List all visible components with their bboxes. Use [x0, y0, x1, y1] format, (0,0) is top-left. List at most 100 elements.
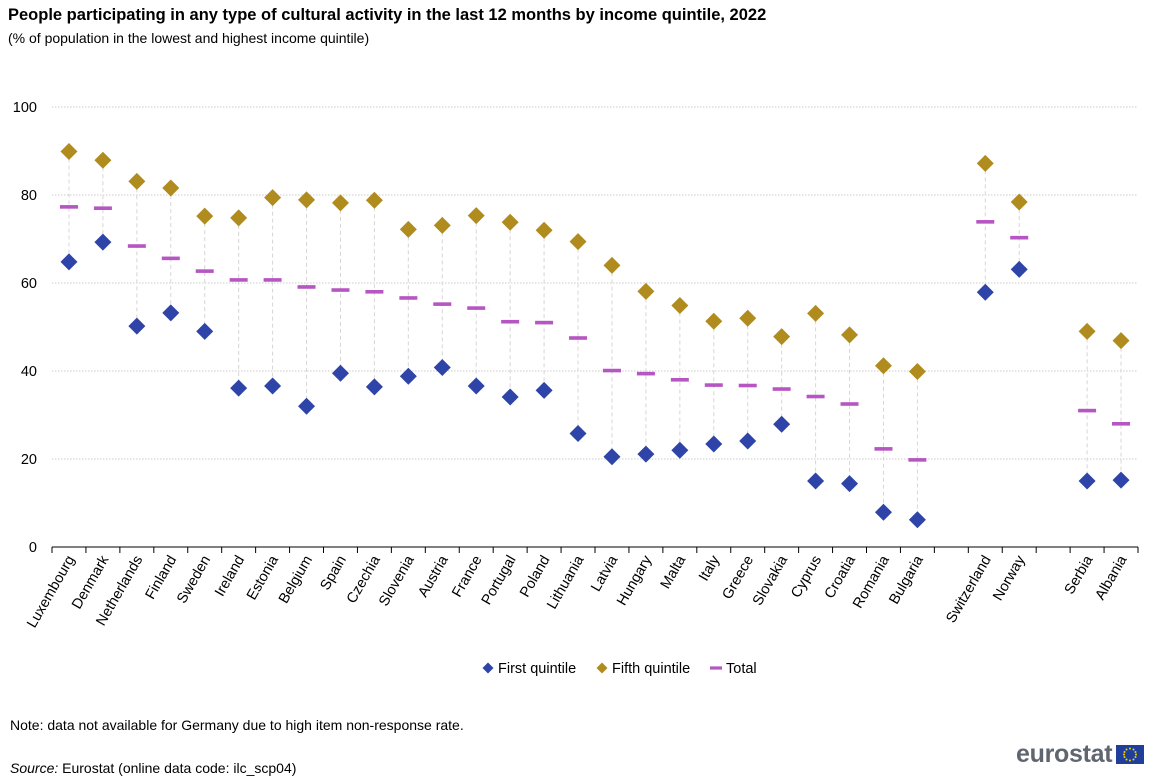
- y-tick-label: 40: [21, 364, 37, 380]
- legend-label: Total: [726, 661, 757, 677]
- first-quintile-point: [807, 472, 825, 490]
- first-quintile-point: [976, 283, 994, 301]
- x-tick-label: Cyprus: [788, 553, 825, 601]
- legend-marker: [482, 662, 494, 674]
- source-label: Source:: [10, 760, 59, 776]
- fifth-quintile-point: [976, 154, 994, 172]
- first-quintile-point: [467, 377, 485, 395]
- y-tick-label: 80: [21, 188, 37, 204]
- fifth-quintile-point: [637, 282, 655, 300]
- total-marker: [501, 319, 520, 324]
- first-quintile-point: [603, 448, 621, 466]
- x-tick-label: Albania: [1092, 552, 1131, 603]
- total-marker: [1010, 235, 1029, 240]
- first-quintile-point: [162, 304, 180, 322]
- x-tick-label: Norway: [990, 552, 1029, 603]
- x-tick-label: Spain: [318, 553, 350, 593]
- fifth-quintile-point: [365, 191, 383, 209]
- x-tick-label: France: [449, 553, 485, 600]
- first-quintile-point: [1112, 471, 1130, 489]
- chart-subtitle: (% of population in the lowest and highe…: [8, 30, 370, 46]
- fifth-quintile-point: [908, 362, 926, 380]
- first-quintile-point: [1078, 472, 1096, 490]
- total-marker: [670, 378, 689, 382]
- first-quintile-point: [874, 503, 892, 521]
- first-quintile-point: [365, 378, 383, 396]
- fifth-quintile-point: [569, 233, 587, 251]
- first-quintile-point: [569, 424, 587, 442]
- fifth-quintile-point: [331, 194, 349, 212]
- total-marker: [399, 296, 418, 300]
- fifth-quintile-point: [603, 256, 621, 274]
- y-tick-label: 100: [13, 100, 37, 116]
- first-quintile-point: [705, 435, 723, 453]
- total-marker: [738, 383, 757, 388]
- fifth-quintile-point: [264, 189, 282, 207]
- x-tick-label: Austria: [415, 552, 452, 600]
- fifth-quintile-point: [705, 312, 723, 330]
- fifth-quintile-point: [1010, 193, 1028, 211]
- total-marker: [161, 256, 180, 261]
- chart-title: People participating in any type of cult…: [8, 6, 767, 24]
- first-quintile-point: [128, 317, 146, 335]
- first-quintile-point: [1010, 260, 1028, 278]
- total-marker: [59, 205, 78, 209]
- legend-marker: [596, 662, 608, 674]
- source-text: Source: Eurostat (online data code: ilc_…: [10, 760, 296, 776]
- total-marker: [229, 278, 248, 282]
- fifth-quintile-point: [60, 142, 78, 160]
- fifth-quintile-point: [739, 309, 757, 327]
- fifth-quintile-point: [1078, 322, 1096, 340]
- fifth-quintile-point: [807, 304, 825, 322]
- x-tick-label: Croatia: [822, 552, 860, 601]
- first-quintile-point: [298, 397, 316, 415]
- source-value: Eurostat (online data code: ilc_scp04): [58, 760, 297, 776]
- fifth-quintile-point: [162, 179, 180, 197]
- first-quintile-point: [331, 364, 349, 382]
- first-quintile-point: [908, 511, 926, 529]
- total-marker: [772, 387, 791, 391]
- x-tick-label: Serbia: [1062, 552, 1097, 597]
- fifth-quintile-point: [298, 191, 316, 209]
- fifth-quintile-point: [128, 172, 146, 190]
- logo-text: eurostat: [1016, 740, 1113, 768]
- first-quintile-point: [841, 475, 859, 493]
- fifth-quintile-point: [196, 207, 214, 225]
- total-marker: [297, 285, 316, 289]
- first-quintile-point: [399, 367, 417, 385]
- y-tick-label: 0: [29, 540, 37, 556]
- fifth-quintile-point: [501, 213, 519, 231]
- fifth-quintile-point: [874, 357, 892, 375]
- first-quintile-point: [60, 253, 78, 271]
- x-tick-label: Finland: [143, 553, 181, 602]
- fifth-quintile-point: [773, 328, 791, 346]
- total-marker: [93, 206, 112, 210]
- fifth-quintile-point: [467, 207, 485, 225]
- total-marker: [840, 402, 859, 406]
- first-quintile-point: [773, 415, 791, 433]
- total-marker: [602, 368, 621, 373]
- x-tick-label: Italy: [696, 552, 724, 584]
- fifth-quintile-point: [94, 151, 112, 169]
- first-quintile-point: [739, 432, 757, 450]
- total-marker: [535, 320, 554, 325]
- first-quintile-point: [433, 358, 451, 376]
- total-marker: [195, 269, 214, 273]
- fifth-quintile-point: [671, 296, 689, 314]
- total-marker: [365, 290, 384, 294]
- total-marker: [331, 288, 350, 292]
- total-marker: [263, 278, 282, 282]
- total-marker: [976, 220, 995, 224]
- legend-label: Fifth quintile: [612, 661, 690, 677]
- first-quintile-point: [230, 379, 248, 397]
- total-marker: [569, 336, 588, 340]
- eu-flag-icon: [1116, 745, 1145, 764]
- x-tick-label: Malta: [658, 552, 690, 592]
- total-marker: [874, 447, 893, 451]
- x-tick-label: Ireland: [212, 553, 248, 599]
- first-quintile-point: [501, 388, 519, 406]
- note-text: Note: data not available for Germany due…: [10, 717, 464, 733]
- dot-plot-chart: 020406080100LuxembourgDenmarkNetherlands…: [13, 100, 1139, 677]
- total-marker: [433, 302, 452, 306]
- total-marker: [704, 383, 723, 387]
